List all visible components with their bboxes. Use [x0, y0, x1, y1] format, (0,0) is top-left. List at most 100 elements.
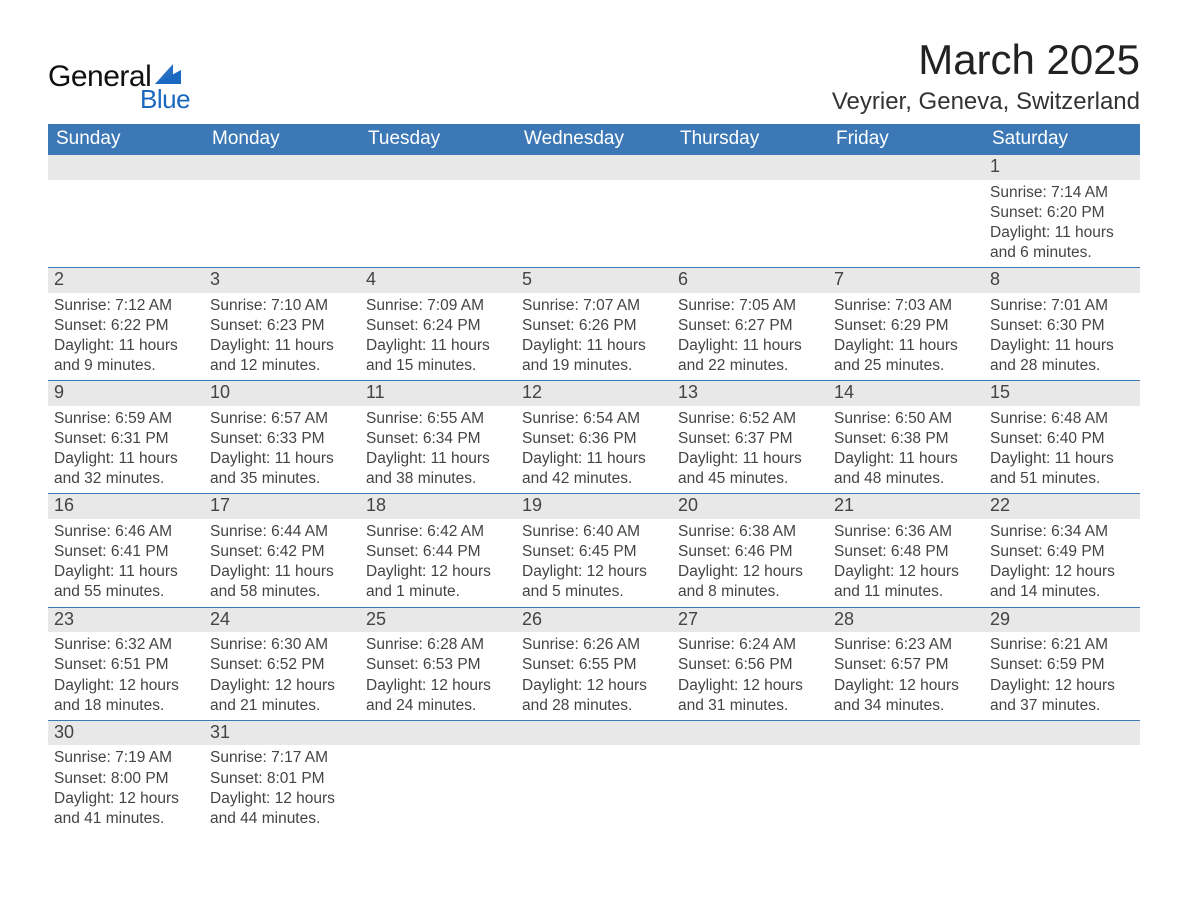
weekday-header: Thursday — [672, 124, 828, 155]
day-day2: and 25 minutes. — [834, 356, 978, 376]
calendar-table: Sunday Monday Tuesday Wednesday Thursday… — [48, 124, 1140, 833]
calendar-day-cell: 7Sunrise: 7:03 AMSunset: 6:29 PMDaylight… — [828, 268, 984, 381]
day-content — [360, 180, 516, 258]
day-day1: Daylight: 11 hours — [366, 449, 510, 469]
day-day2: and 19 minutes. — [522, 356, 666, 376]
day-number: 3 — [204, 268, 360, 293]
day-day2: and 8 minutes. — [678, 582, 822, 602]
day-day2: and 42 minutes. — [522, 469, 666, 489]
calendar-day-cell: 26Sunrise: 6:26 AMSunset: 6:55 PMDayligh… — [516, 607, 672, 720]
day-number: 2 — [48, 268, 204, 293]
day-number: 28 — [828, 608, 984, 633]
day-day1: Daylight: 11 hours — [834, 449, 978, 469]
day-number: 31 — [204, 721, 360, 746]
day-day1: Daylight: 12 hours — [678, 676, 822, 696]
calendar-week-row: 30Sunrise: 7:19 AMSunset: 8:00 PMDayligh… — [48, 720, 1140, 833]
day-sunrise: Sunrise: 7:12 AM — [54, 296, 198, 316]
day-content: Sunrise: 7:17 AMSunset: 8:01 PMDaylight:… — [204, 745, 360, 833]
location-subtitle: Veyrier, Geneva, Switzerland — [832, 88, 1140, 116]
day-sunrise: Sunrise: 7:05 AM — [678, 296, 822, 316]
day-sunset: Sunset: 6:29 PM — [834, 316, 978, 336]
day-number: 23 — [48, 608, 204, 633]
calendar-day-cell: 19Sunrise: 6:40 AMSunset: 6:45 PMDayligh… — [516, 494, 672, 607]
calendar-day-cell: 28Sunrise: 6:23 AMSunset: 6:57 PMDayligh… — [828, 607, 984, 720]
day-content — [48, 180, 204, 258]
day-day1: Daylight: 11 hours — [210, 336, 354, 356]
day-number: 25 — [360, 608, 516, 633]
day-number — [48, 155, 204, 180]
day-sunrise: Sunrise: 7:19 AM — [54, 748, 198, 768]
day-number — [360, 721, 516, 746]
day-sunset: Sunset: 6:59 PM — [990, 655, 1134, 675]
day-sunrise: Sunrise: 7:17 AM — [210, 748, 354, 768]
day-number — [360, 155, 516, 180]
day-sunset: Sunset: 6:27 PM — [678, 316, 822, 336]
day-sunset: Sunset: 6:56 PM — [678, 655, 822, 675]
day-sunset: Sunset: 6:31 PM — [54, 429, 198, 449]
calendar-day-cell — [516, 155, 672, 268]
day-sunrise: Sunrise: 7:09 AM — [366, 296, 510, 316]
day-number: 29 — [984, 608, 1140, 633]
day-content — [516, 745, 672, 823]
calendar-day-cell: 20Sunrise: 6:38 AMSunset: 6:46 PMDayligh… — [672, 494, 828, 607]
day-sunrise: Sunrise: 7:01 AM — [990, 296, 1134, 316]
day-day2: and 28 minutes. — [990, 356, 1134, 376]
day-day1: Daylight: 11 hours — [522, 336, 666, 356]
day-sunrise: Sunrise: 6:38 AM — [678, 522, 822, 542]
calendar-week-row: 2Sunrise: 7:12 AMSunset: 6:22 PMDaylight… — [48, 268, 1140, 381]
day-number: 18 — [360, 494, 516, 519]
day-number: 10 — [204, 381, 360, 406]
day-day2: and 28 minutes. — [522, 696, 666, 716]
day-day1: Daylight: 11 hours — [210, 449, 354, 469]
day-day2: and 37 minutes. — [990, 696, 1134, 716]
day-sunset: Sunset: 6:33 PM — [210, 429, 354, 449]
day-number — [672, 155, 828, 180]
day-number: 20 — [672, 494, 828, 519]
day-day1: Daylight: 11 hours — [990, 449, 1134, 469]
day-content: Sunrise: 6:40 AMSunset: 6:45 PMDaylight:… — [516, 519, 672, 607]
calendar-day-cell: 5Sunrise: 7:07 AMSunset: 6:26 PMDaylight… — [516, 268, 672, 381]
calendar-day-cell: 24Sunrise: 6:30 AMSunset: 6:52 PMDayligh… — [204, 607, 360, 720]
calendar-day-cell: 22Sunrise: 6:34 AMSunset: 6:49 PMDayligh… — [984, 494, 1140, 607]
day-content: Sunrise: 7:03 AMSunset: 6:29 PMDaylight:… — [828, 293, 984, 381]
calendar-day-cell: 15Sunrise: 6:48 AMSunset: 6:40 PMDayligh… — [984, 381, 1140, 494]
day-day1: Daylight: 12 hours — [522, 562, 666, 582]
day-content — [360, 745, 516, 823]
day-content: Sunrise: 6:52 AMSunset: 6:37 PMDaylight:… — [672, 406, 828, 494]
day-number: 8 — [984, 268, 1140, 293]
day-day2: and 55 minutes. — [54, 582, 198, 602]
logo-text-general: General — [48, 60, 151, 94]
calendar-day-cell: 3Sunrise: 7:10 AMSunset: 6:23 PMDaylight… — [204, 268, 360, 381]
day-content: Sunrise: 6:42 AMSunset: 6:44 PMDaylight:… — [360, 519, 516, 607]
day-sunset: Sunset: 6:41 PM — [54, 542, 198, 562]
day-sunrise: Sunrise: 6:34 AM — [990, 522, 1134, 542]
day-content — [516, 180, 672, 258]
day-day2: and 11 minutes. — [834, 582, 978, 602]
day-day2: and 21 minutes. — [210, 696, 354, 716]
day-content: Sunrise: 6:34 AMSunset: 6:49 PMDaylight:… — [984, 519, 1140, 607]
day-day1: Daylight: 12 hours — [990, 562, 1134, 582]
day-day1: Daylight: 11 hours — [54, 336, 198, 356]
calendar-day-cell: 30Sunrise: 7:19 AMSunset: 8:00 PMDayligh… — [48, 720, 204, 833]
day-day2: and 14 minutes. — [990, 582, 1134, 602]
day-content: Sunrise: 7:12 AMSunset: 6:22 PMDaylight:… — [48, 293, 204, 381]
day-number: 30 — [48, 721, 204, 746]
calendar-day-cell: 14Sunrise: 6:50 AMSunset: 6:38 PMDayligh… — [828, 381, 984, 494]
day-content: Sunrise: 7:09 AMSunset: 6:24 PMDaylight:… — [360, 293, 516, 381]
day-content — [828, 745, 984, 823]
calendar-day-cell: 17Sunrise: 6:44 AMSunset: 6:42 PMDayligh… — [204, 494, 360, 607]
weekday-header: Wednesday — [516, 124, 672, 155]
day-number: 4 — [360, 268, 516, 293]
day-day1: Daylight: 11 hours — [834, 336, 978, 356]
day-number: 9 — [48, 381, 204, 406]
day-content: Sunrise: 6:46 AMSunset: 6:41 PMDaylight:… — [48, 519, 204, 607]
title-block: March 2025 Veyrier, Geneva, Switzerland — [832, 36, 1140, 116]
day-sunrise: Sunrise: 6:36 AM — [834, 522, 978, 542]
day-content: Sunrise: 6:30 AMSunset: 6:52 PMDaylight:… — [204, 632, 360, 720]
day-number: 5 — [516, 268, 672, 293]
day-sunset: Sunset: 6:51 PM — [54, 655, 198, 675]
calendar-day-cell: 13Sunrise: 6:52 AMSunset: 6:37 PMDayligh… — [672, 381, 828, 494]
day-content: Sunrise: 6:44 AMSunset: 6:42 PMDaylight:… — [204, 519, 360, 607]
day-day1: Daylight: 11 hours — [990, 336, 1134, 356]
day-content: Sunrise: 7:05 AMSunset: 6:27 PMDaylight:… — [672, 293, 828, 381]
